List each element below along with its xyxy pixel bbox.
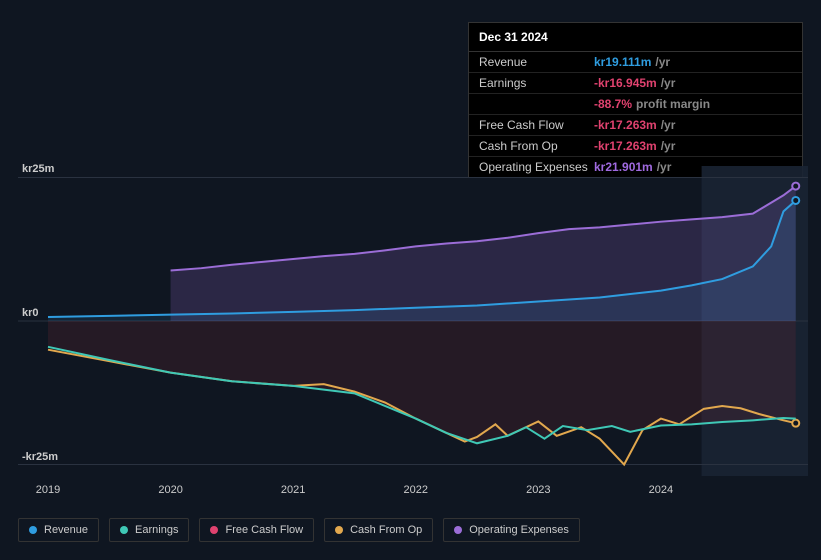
tooltip-metric-value: -kr17.263m/yr [594,118,675,132]
tooltip-metric-suffix: profit margin [636,97,710,111]
tooltip-metric-suffix: /yr [661,118,676,132]
x-tick-label: 2024 [649,484,673,496]
legend-swatch [29,526,37,534]
tooltip-row: Earnings-kr16.945m/yr [469,73,802,94]
x-tick-label: 2020 [158,484,182,496]
legend-label: Cash From Op [350,524,422,536]
tooltip-row: -88.7%profit margin [469,94,802,115]
tooltip-row: Cash From Op-kr17.263m/yr [469,136,802,157]
tooltip-metric-suffix: /yr [661,76,676,90]
tooltip-panel: Dec 31 2024 Revenuekr19.111m/yrEarnings-… [468,22,803,178]
x-tick-label: 2019 [36,484,60,496]
legend: Revenue Earnings Free Cash Flow Cash From O… [18,518,580,542]
legend-label: Free Cash Flow [225,524,303,536]
tooltip-metric-value: -kr17.263m/yr [594,139,675,153]
tooltip-metric-suffix: /yr [655,55,670,69]
tooltip-metric-suffix: /yr [661,139,676,153]
tooltip-date: Dec 31 2024 [469,23,802,52]
legend-item[interactable]: Earnings [109,518,189,542]
tooltip-metric-value: -kr16.945m/yr [594,76,675,90]
legend-item[interactable]: Cash From Op [324,518,433,542]
x-tick-label: 2021 [281,484,305,496]
legend-item[interactable]: Free Cash Flow [199,518,314,542]
legend-label: Earnings [135,524,178,536]
x-tick-label: 2022 [403,484,427,496]
tooltip-metric-label: Earnings [479,76,594,90]
tooltip-metric-value: kr19.111m/yr [594,55,670,69]
tooltip-metric-label: Free Cash Flow [479,118,594,132]
legend-swatch [454,526,462,534]
legend-item[interactable]: Operating Expenses [443,518,580,542]
tooltip-metric-label: Revenue [479,55,594,69]
legend-swatch [210,526,218,534]
legend-swatch [120,526,128,534]
financials-chart [18,166,808,476]
legend-label: Operating Expenses [469,524,569,536]
legend-item[interactable]: Revenue [18,518,99,542]
legend-swatch [335,526,343,534]
tooltip-metric-value: -88.7%profit margin [594,97,710,111]
tooltip-row: Free Cash Flow-kr17.263m/yr [469,115,802,136]
tooltip-metric-label [479,97,594,111]
tooltip-metric-label: Cash From Op [479,139,594,153]
tooltip-row: Revenuekr19.111m/yr [469,52,802,73]
legend-label: Revenue [44,524,88,536]
x-tick-label: 2023 [526,484,550,496]
